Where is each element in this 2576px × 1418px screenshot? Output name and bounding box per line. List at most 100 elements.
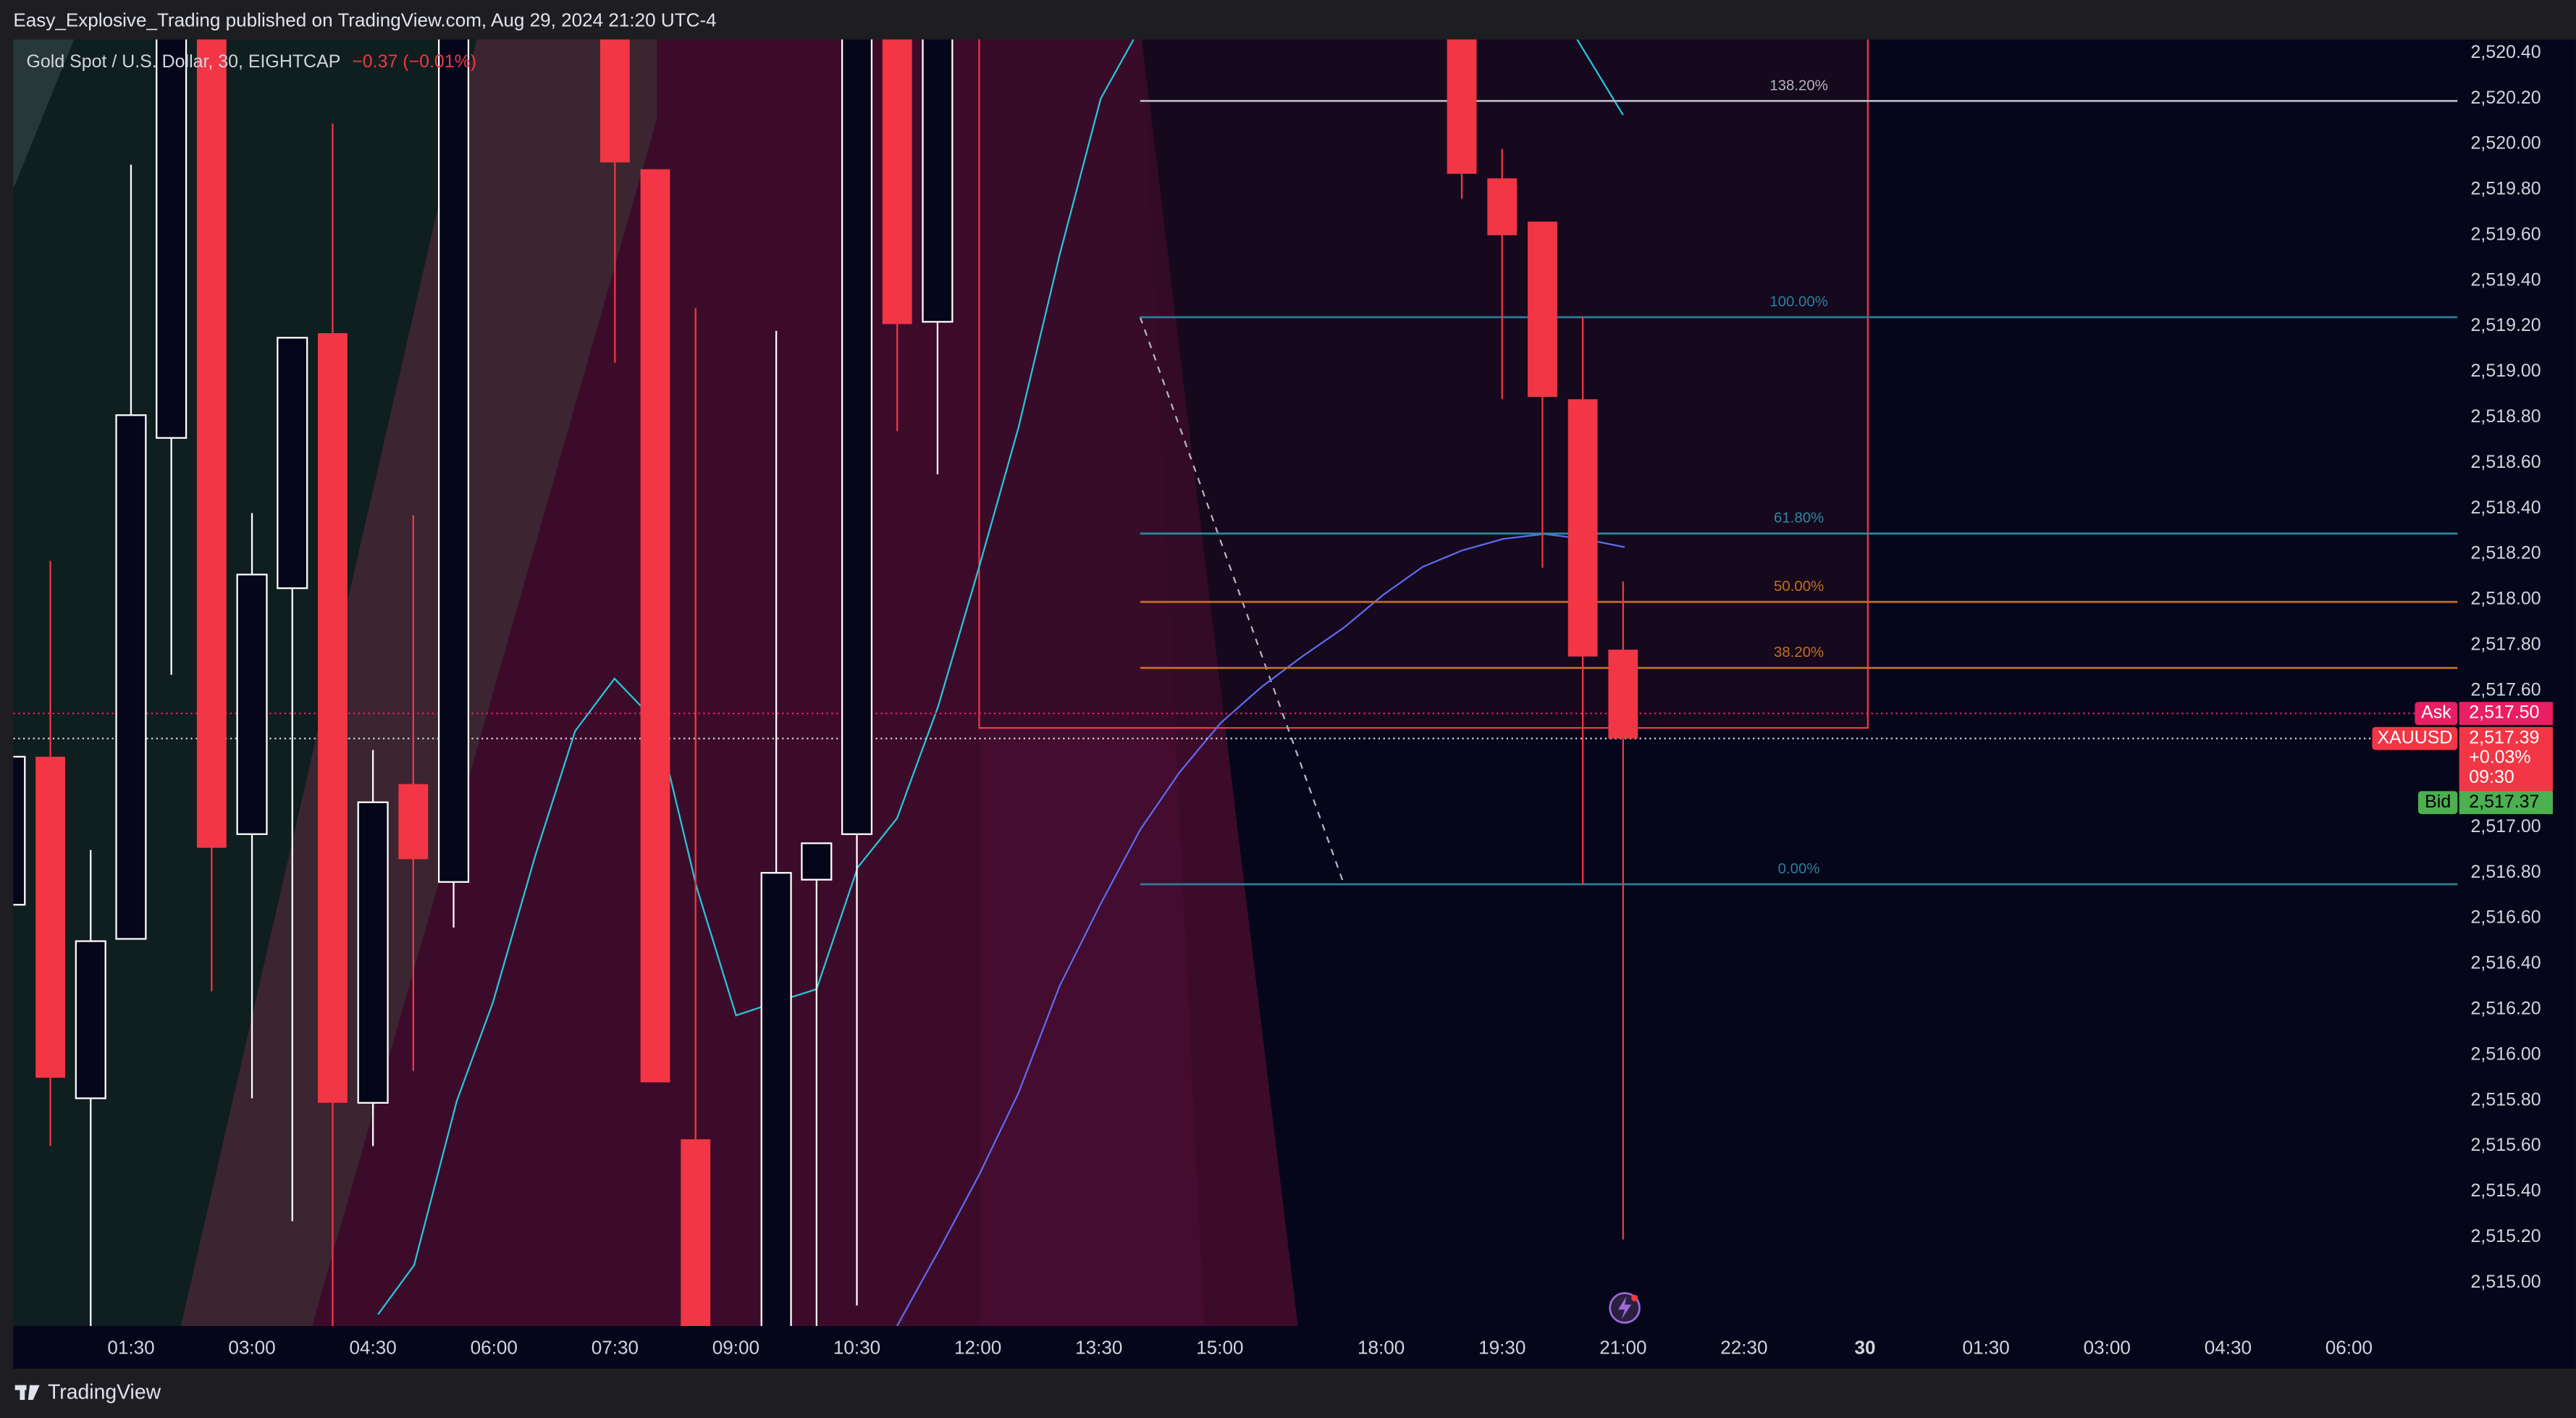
y-tick-label: 2,516.60 — [2471, 907, 2541, 928]
y-tick-label: 2,516.00 — [2471, 1044, 2541, 1064]
candle-body — [196, 39, 227, 848]
y-tick-label: 2,519.20 — [2471, 315, 2541, 335]
legend-title: Gold Spot / U.S. Dollar, 30, EIGHTCAP — [27, 51, 341, 72]
x-tick-label: 10:30 — [833, 1337, 880, 1359]
candle-body — [398, 784, 429, 860]
bottom-bar — [0, 1368, 2576, 1418]
last-change: +0.03% — [2469, 747, 2530, 768]
candle-body — [599, 39, 630, 163]
candle-body — [841, 39, 873, 835]
x-tick-label: 12:00 — [954, 1337, 1001, 1359]
y-tick-label: 2,520.40 — [2471, 42, 2541, 62]
x-tick-label: 30 — [1855, 1337, 1876, 1359]
y-tick-label: 2,519.40 — [2471, 269, 2541, 290]
candle-body — [760, 872, 792, 1326]
moving-average-slow — [896, 533, 1625, 1326]
y-tick-label: 2,517.00 — [2471, 816, 2541, 836]
countdown: 09:30 — [2469, 767, 2514, 787]
y-tick-label: 2,518.80 — [2471, 406, 2541, 427]
fib-label: 38.20% — [1774, 645, 1824, 660]
y-tick-label: 2,518.00 — [2471, 589, 2541, 609]
zone-band — [180, 39, 657, 1326]
x-tick-label: 04:30 — [2205, 1337, 2252, 1359]
y-tick-label: 2,515.20 — [2471, 1226, 2541, 1246]
x-tick-label: 21:00 — [1599, 1337, 1646, 1359]
x-tick-label: 04:30 — [350, 1337, 397, 1359]
x-tick-label: 01:30 — [1963, 1337, 2010, 1359]
y-tick-label: 2,519.80 — [2471, 179, 2541, 199]
y-tick-label: 2,518.20 — [2471, 543, 2541, 563]
x-tick-label: 07:30 — [592, 1337, 639, 1359]
candle-body — [277, 337, 308, 590]
top-bar — [0, 0, 2576, 40]
x-tick-label: 18:00 — [1358, 1337, 1405, 1359]
bid-price-box — [2459, 791, 2553, 815]
candle-body — [882, 39, 912, 324]
ask-price: 2,517.50 — [2469, 702, 2539, 723]
x-tick-label: 13:30 — [1075, 1337, 1122, 1359]
y-tick-label: 2,519.60 — [2471, 224, 2541, 244]
candle-body — [75, 940, 106, 1099]
moving-average-fast-tail — [1576, 39, 1624, 116]
x-tick-label: 15:00 — [1196, 1337, 1243, 1359]
y-tick-label: 2,518.40 — [2471, 498, 2541, 518]
ask-tag — [2415, 702, 2458, 726]
brand-logo — [14, 1385, 40, 1401]
last-price-box — [2459, 726, 2553, 793]
logo-part — [28, 1385, 40, 1401]
y-tick-label: 2,515.60 — [2471, 1135, 2541, 1155]
y-tick-label: 2,516.20 — [2471, 998, 2541, 1018]
fib-trend-line — [1139, 316, 1345, 885]
y-tick-label: 2,520.20 — [2471, 88, 2541, 108]
candle-body — [115, 414, 147, 940]
candle-body — [1447, 39, 1477, 174]
y-tick-label: 2,517.80 — [2471, 634, 2541, 654]
ask-label: Ask — [2421, 702, 2451, 723]
x-tick-label: 09:00 — [712, 1337, 759, 1359]
ask-price-box — [2459, 702, 2553, 726]
logo-part — [20, 1385, 25, 1401]
x-tick-label: 06:00 — [471, 1337, 518, 1359]
candle-body — [236, 574, 268, 835]
x-tick-label: 19:30 — [1478, 1337, 1525, 1359]
symbol-label: XAUUSD — [2377, 727, 2452, 747]
y-tick-label: 2,517.60 — [2471, 679, 2541, 700]
candle-body — [1567, 399, 1598, 657]
zone-light — [13, 39, 75, 189]
candle-body — [640, 169, 670, 1083]
moving-average-fast — [377, 39, 1135, 1315]
fib-label: 100.00% — [1769, 294, 1828, 310]
legend: Gold Spot / U.S. Dollar, 30, EIGHTCAP −0.… — [27, 51, 477, 72]
alert-dot — [1631, 1294, 1638, 1301]
candle-body — [1608, 650, 1638, 739]
fib-label: 0.00% — [1778, 861, 1820, 877]
candle-body — [35, 756, 65, 1078]
y-tick-label: 2,515.00 — [2471, 1272, 2541, 1292]
y-tick-label: 2,516.80 — [2471, 862, 2541, 882]
y-tick-label: 2,519.00 — [2471, 361, 2541, 381]
y-tick-label: 2,520.00 — [2471, 133, 2541, 154]
x-tick-label: 03:00 — [2084, 1337, 2131, 1359]
candle-body — [156, 39, 188, 439]
x-tick-label: 06:00 — [2325, 1337, 2373, 1359]
fib-label: 138.20% — [1769, 77, 1828, 93]
candle-body — [681, 1139, 711, 1326]
brand: TradingView — [48, 1380, 161, 1404]
zone-maroon-light — [657, 39, 1205, 1326]
bid-label: Bid — [2425, 792, 2451, 812]
y-tick-label: 2,516.40 — [2471, 953, 2541, 973]
zone-box-edge — [978, 39, 1869, 729]
x-tick-label: 01:30 — [107, 1337, 154, 1359]
x-tick-label: 22:30 — [1720, 1337, 1767, 1359]
x-tick-label: 03:00 — [228, 1337, 275, 1359]
symbol-tag — [2372, 726, 2458, 750]
zone-box — [979, 39, 1868, 729]
candle-body — [357, 801, 389, 1104]
candle-body — [922, 39, 954, 323]
last-price: 2,517.39 — [2469, 727, 2539, 747]
fib-label: 50.00% — [1774, 579, 1824, 595]
alert-bolt — [1618, 1296, 1632, 1320]
bid-price: 2,517.37 — [2469, 792, 2539, 812]
